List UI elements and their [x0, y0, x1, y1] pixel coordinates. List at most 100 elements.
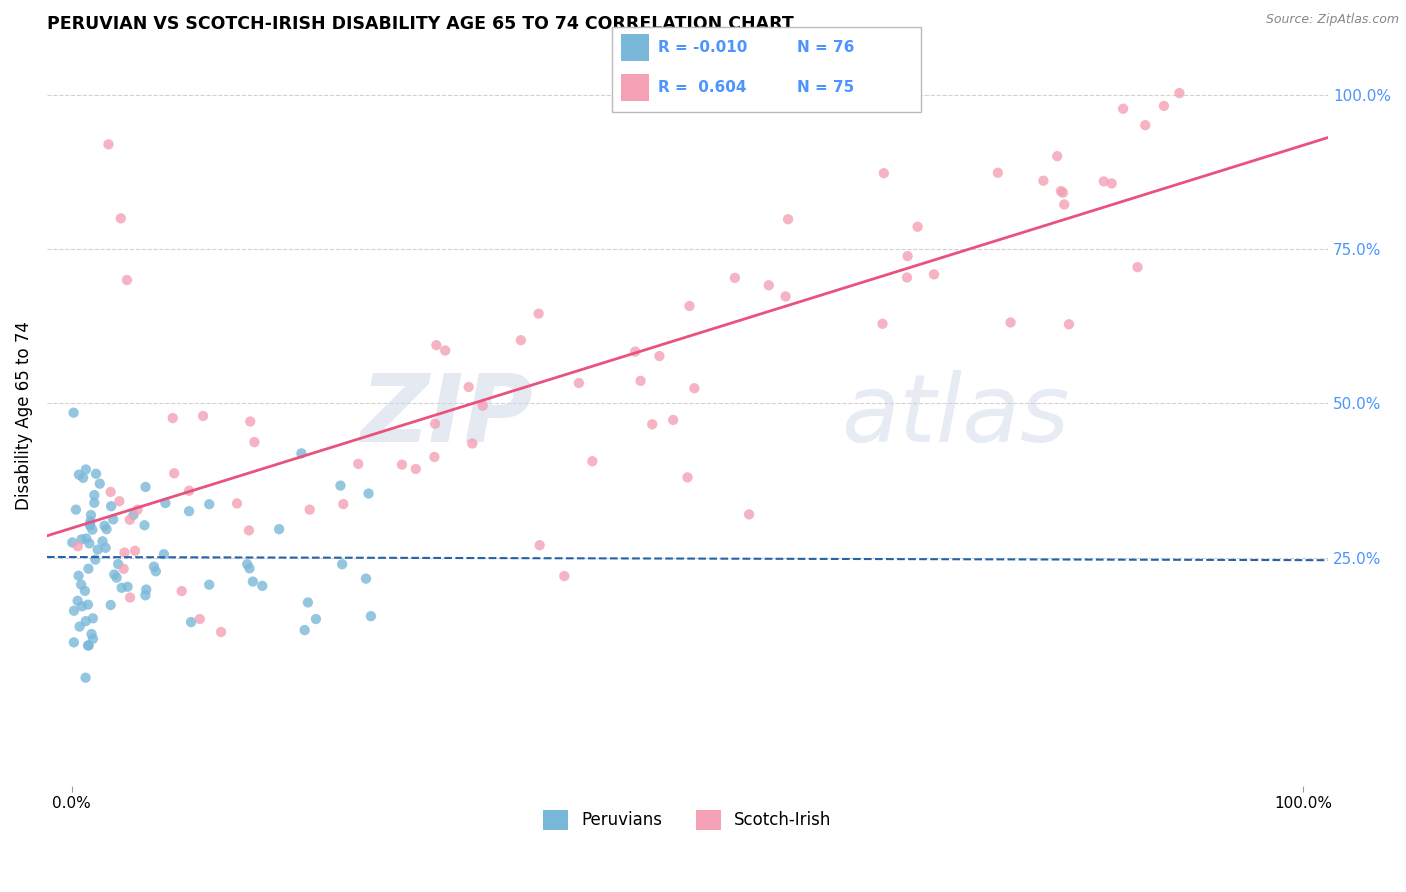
Point: [118, 513, 141, 527]
Point: [775, 289, 797, 303]
Point: [1168, 86, 1191, 100]
Point: [738, 508, 761, 522]
Point: [330, 558, 353, 572]
Point: [112, 562, 135, 576]
Point: [678, 299, 700, 313]
Text: N = 75: N = 75: [797, 80, 855, 95]
Point: [269, 522, 291, 536]
Point: [134, 518, 156, 533]
Point: [179, 483, 201, 498]
Point: [73, 583, 96, 598]
Point: [354, 572, 377, 586]
Point: [135, 582, 157, 597]
Bar: [621, 34, 648, 61]
Point: [896, 270, 918, 285]
Point: [461, 436, 484, 450]
Point: [243, 435, 266, 450]
Point: [758, 278, 780, 293]
Point: [238, 561, 260, 575]
Point: [423, 450, 446, 464]
Point: [298, 502, 321, 516]
Point: [238, 524, 260, 538]
Point: [89, 476, 111, 491]
Point: [1153, 99, 1175, 113]
Point: [97, 137, 120, 152]
Point: [79, 515, 101, 529]
Point: [145, 564, 167, 578]
Point: [75, 671, 97, 685]
Point: [1000, 316, 1022, 330]
Point: [75, 614, 97, 628]
Point: [75, 462, 97, 476]
Point: [127, 502, 149, 516]
Point: [70, 533, 93, 547]
Point: [105, 571, 128, 585]
Point: [239, 415, 262, 429]
Point: [1092, 174, 1115, 188]
Point: [405, 462, 427, 476]
Point: [329, 478, 352, 492]
Point: [332, 497, 354, 511]
Point: [391, 458, 413, 472]
Point: [180, 615, 202, 629]
Point: [153, 547, 176, 561]
Point: [60, 535, 83, 549]
Point: [96, 522, 118, 536]
Point: [72, 471, 94, 485]
Point: [509, 333, 531, 347]
Point: [67, 568, 90, 582]
Point: [77, 639, 100, 653]
Text: PERUVIAN VS SCOTCH-IRISH DISABILITY AGE 65 TO 74 CORRELATION CHART: PERUVIAN VS SCOTCH-IRISH DISABILITY AGE …: [46, 15, 793, 33]
Point: [907, 219, 929, 234]
Point: [70, 577, 93, 591]
Point: [82, 523, 104, 537]
Point: [683, 381, 706, 395]
Text: R = -0.010: R = -0.010: [658, 39, 748, 54]
Point: [1053, 197, 1076, 211]
Point: [80, 627, 103, 641]
Point: [124, 543, 146, 558]
Point: [872, 317, 894, 331]
Point: [630, 374, 652, 388]
Point: [82, 611, 104, 625]
Point: [873, 166, 896, 180]
Point: [242, 574, 264, 589]
Point: [75, 532, 97, 546]
Point: [209, 624, 232, 639]
Point: [897, 249, 920, 263]
Point: [226, 496, 249, 510]
Point: [778, 212, 800, 227]
Point: [1101, 177, 1123, 191]
Point: [77, 562, 100, 576]
Point: [1057, 318, 1080, 332]
Point: [624, 344, 647, 359]
Point: [676, 470, 699, 484]
Text: atlas: atlas: [841, 370, 1070, 461]
Point: [111, 581, 134, 595]
Point: [100, 499, 122, 513]
Point: [987, 166, 1010, 180]
Point: [110, 211, 132, 226]
Point: [581, 454, 603, 468]
Point: [93, 518, 115, 533]
Point: [198, 497, 221, 511]
Point: [1046, 149, 1069, 163]
Point: [191, 409, 214, 423]
Point: [122, 508, 145, 522]
Point: [79, 517, 101, 532]
Point: [347, 457, 370, 471]
Text: ZIP: ZIP: [361, 369, 534, 462]
Point: [100, 484, 122, 499]
Point: [83, 496, 105, 510]
Point: [1032, 174, 1054, 188]
Point: [425, 338, 447, 352]
Point: [568, 376, 591, 390]
Point: [103, 567, 125, 582]
Point: [290, 446, 312, 460]
Point: [67, 467, 90, 482]
Point: [724, 271, 747, 285]
Point: [527, 307, 550, 321]
Point: [457, 380, 479, 394]
Point: [82, 632, 104, 646]
Point: [922, 268, 945, 282]
